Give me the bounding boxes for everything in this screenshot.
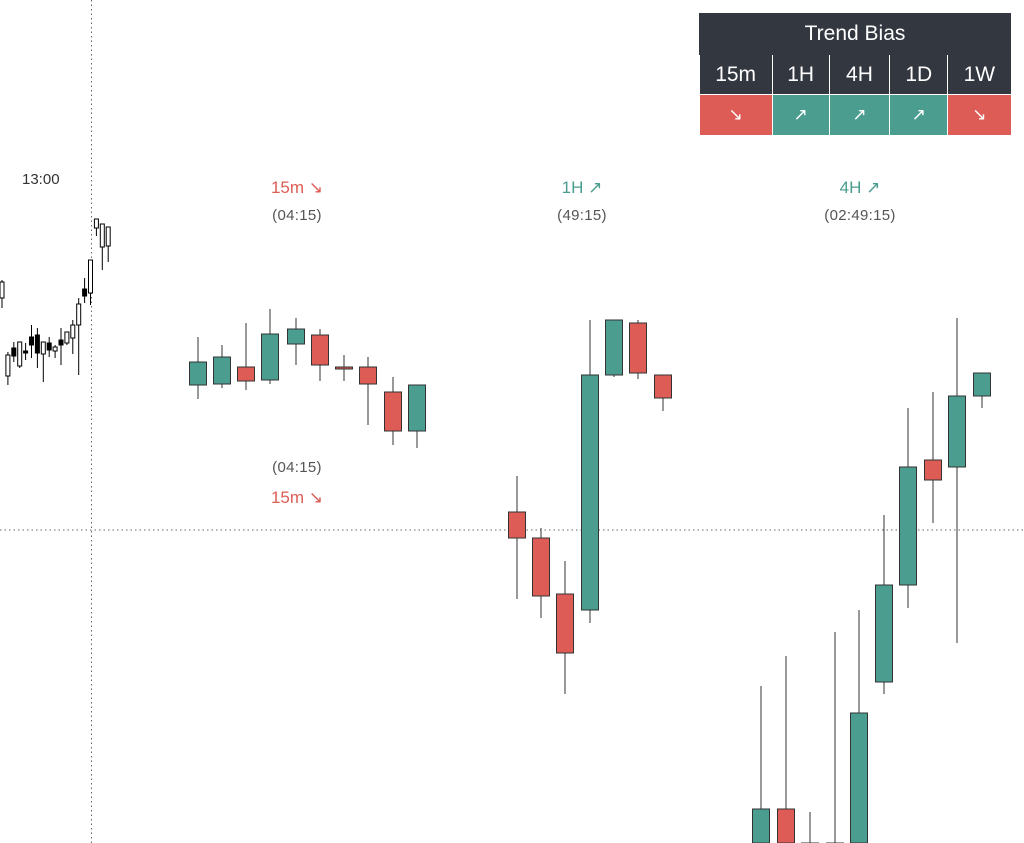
candle-15m-9-body	[408, 384, 426, 432]
annotation-4h-label: 4H ↗	[839, 178, 881, 197]
candle-4h-5-body	[875, 584, 893, 683]
candle-15m-0-body	[189, 361, 207, 386]
mini-candle-15-body	[88, 259, 93, 294]
annotation-15m-top-time: (04:15)	[272, 207, 322, 224]
candle-4h-4-body	[850, 712, 868, 843]
trend-tf-15m: 15m	[699, 54, 773, 95]
candle-15m-8-body	[384, 391, 402, 432]
candle-1h-6-body	[654, 374, 672, 399]
mini-candle-18-body	[105, 226, 111, 247]
candle-1h-3-body	[581, 374, 599, 611]
candle-1h-0-body	[508, 511, 526, 539]
annotation-4h-time: (02:49:15)	[824, 207, 896, 224]
candle-4h-1-body	[777, 808, 795, 843]
mini-candle-11-body	[64, 331, 70, 344]
trend-tf-1d: 1D	[889, 54, 949, 95]
mini-candle-8-body	[46, 342, 52, 351]
candle-4h-9-body	[973, 372, 991, 397]
mini-candle-9-body	[52, 346, 58, 352]
candle-4h-8-body	[948, 395, 966, 468]
candle-1h-1-body	[532, 537, 550, 597]
mini-candle-14-body	[82, 288, 88, 297]
trend-arrow-1d: ↗	[889, 94, 949, 135]
candle-1h-5-body	[629, 322, 647, 374]
trend-tf-1h: 1H	[772, 54, 830, 95]
mini-candle-1-body	[5, 354, 11, 377]
trend-tf-4h: 4H	[829, 54, 891, 95]
mini-candle-17-body	[99, 223, 105, 248]
candle-4h-7-body	[924, 459, 942, 481]
candle-15m-2-body	[237, 366, 255, 382]
mini-candle-3-body	[17, 341, 23, 367]
annotation-1h-label: 1H ↗	[561, 178, 603, 197]
mini-candle-13-body	[76, 303, 82, 326]
annotation-15m-bottom-label: 15m ↘	[270, 488, 324, 507]
trend-arrow-1h: ↗	[772, 94, 830, 135]
annotation-15m-top-label: 15m ↘	[270, 178, 324, 197]
candle-15m-6-body	[335, 366, 353, 370]
candle-15m-5-body	[311, 334, 329, 366]
candle-15m-3-body	[261, 333, 279, 381]
mini-candle-4-body	[23, 350, 29, 354]
candle-1h-4-body	[605, 319, 623, 376]
candle-15m-4-body	[287, 328, 305, 345]
trend-arrow-1w: ↘	[947, 94, 1011, 135]
trend-arrow-15m: ↘	[699, 94, 773, 135]
mini-candle-7-body	[40, 341, 46, 355]
mini-candle-10-body	[58, 339, 64, 346]
trend-tf-1w: 1W	[947, 54, 1011, 95]
trend-bias-title: Trend Bias	[699, 13, 1011, 55]
mini-candle-12-body	[70, 324, 76, 339]
candle-4h-0-body	[752, 808, 770, 843]
trend-arrow-4h: ↗	[829, 94, 891, 135]
crosshair-time-label: 13:00	[22, 171, 60, 188]
mini-candle-5-body	[29, 336, 34, 346]
annotation-15m-bottom-time: (04:15)	[272, 459, 322, 476]
candle-15m-7-body	[359, 366, 377, 385]
mini-candle-16-body	[93, 218, 99, 229]
candle-1h-2-body	[556, 593, 574, 654]
candle-15m-1-body	[213, 356, 231, 385]
mini-candle-0-body	[0, 281, 5, 299]
mini-candle-2-body	[11, 347, 17, 357]
mini-candle-6-body	[34, 334, 40, 354]
candle-4h-6-body	[899, 466, 917, 586]
trend-bias-table: Trend Bias 15m 1H 4H 1D 1W ↘ ↗ ↗ ↗ ↘	[699, 13, 1011, 135]
annotation-1h-time: (49:15)	[557, 207, 607, 224]
